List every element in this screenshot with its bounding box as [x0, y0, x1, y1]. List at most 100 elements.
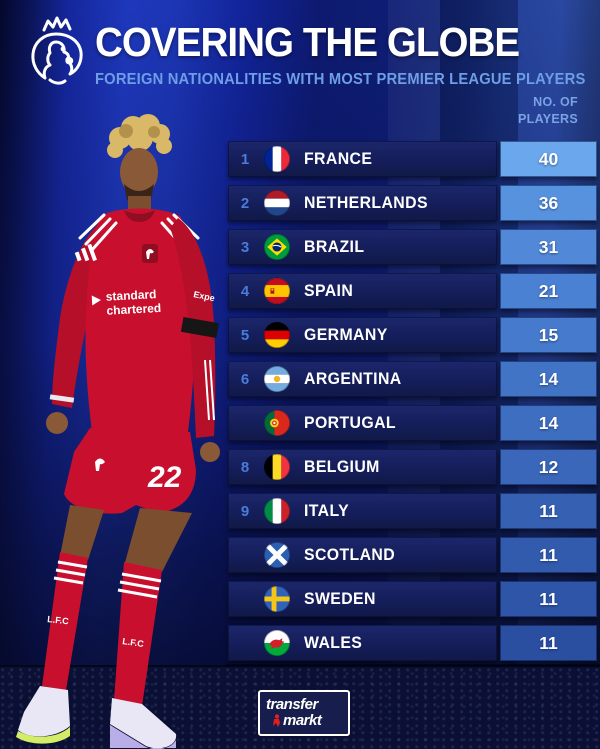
players-count-cell: 11	[500, 581, 597, 617]
table-row: 4 SPAIN 21	[228, 273, 597, 309]
nationality-ranking-table: 1 FRANCE 40 2 NETHERLANDS 36 3 BRAZIL 31 4 SPAIN 21…	[228, 141, 597, 669]
shorts-number: 22	[147, 461, 182, 494]
country-cell: 4 SPAIN	[228, 273, 497, 309]
transfermarkt-player-icon	[273, 714, 280, 727]
player-face	[120, 148, 158, 196]
country-label: BRAZIL	[304, 237, 365, 256]
premier-league-lion-icon	[31, 16, 83, 85]
transfermarkt-logo-line2: markt	[283, 712, 322, 729]
rank-label: 3	[240, 238, 250, 256]
players-count-cell: 12	[500, 449, 597, 485]
rank-label: 9	[240, 502, 250, 520]
wales-flag-icon	[264, 630, 290, 656]
country-label: SCOTLAND	[304, 545, 396, 564]
players-count-cell: 11	[500, 493, 597, 529]
italy-flag-icon	[264, 498, 290, 524]
rank-label: 1	[240, 150, 250, 168]
brazil-flag-icon	[264, 234, 290, 260]
country-label: PORTUGAL	[304, 413, 396, 432]
transfermarkt-logo-line1: transfer	[266, 696, 318, 714]
players-column-header-line2: PLAYERS	[518, 111, 578, 126]
country-label: ITALY	[304, 501, 350, 520]
country-cell: SCOTLAND	[228, 537, 497, 573]
country-label: ARGENTINA	[304, 369, 402, 388]
germany-flag-icon	[264, 322, 290, 348]
left-thigh	[60, 505, 104, 560]
country-label: NETHERLANDS	[304, 193, 428, 212]
sleeve-sponsor-text: Expe	[193, 289, 216, 303]
player-beard	[124, 184, 154, 205]
players-count-cell: 11	[500, 625, 597, 661]
adidas-logo	[74, 243, 97, 262]
shorts-crest	[95, 458, 105, 471]
header: COVERING THE GLOBE FOREIGN NATIONALITIES…	[95, 19, 595, 89]
table-row: 3 BRAZIL 31	[228, 229, 597, 265]
country-label: SWEDEN	[304, 589, 376, 608]
table-row: 6 ARGENTINA 14	[228, 361, 597, 397]
country-label: WALES	[304, 633, 363, 652]
players-column-header: NO. OF PLAYERS	[518, 94, 578, 128]
belgium-flag-icon	[264, 454, 290, 480]
table-row: 9 ITALY 11	[228, 493, 597, 529]
player-neck	[128, 196, 151, 216]
player-shirt	[85, 208, 197, 432]
country-label: SPAIN	[304, 281, 354, 300]
scotland-flag-icon	[264, 542, 290, 568]
country-label: GERMANY	[304, 325, 388, 344]
france-flag-icon	[264, 146, 290, 172]
left-sock-text: L.F.C	[47, 614, 70, 626]
rank-label: 4	[240, 282, 250, 300]
country-cell: 6 ARGENTINA	[228, 361, 497, 397]
country-cell: SWEDEN	[228, 581, 497, 617]
players-count-cell: 36	[500, 185, 597, 221]
players-column-header-line1: NO. OF	[533, 95, 578, 109]
table-row: SWEDEN 11	[228, 581, 597, 617]
player-hair	[107, 114, 172, 158]
transfermarkt-logo: transfer markt	[258, 690, 350, 736]
sweden-flag-icon	[264, 586, 290, 612]
players-count-cell: 11	[500, 537, 597, 573]
country-cell: PORTUGAL	[228, 405, 497, 441]
liverpool-crest	[142, 244, 158, 263]
players-count-cell: 21	[500, 273, 597, 309]
rank-label: 5	[240, 326, 250, 344]
captain-armband	[180, 316, 219, 339]
country-cell: 3 BRAZIL	[228, 229, 497, 265]
sponsor-line-2: chartered	[106, 301, 161, 318]
rank-label: 6	[240, 370, 250, 388]
right-sock-stripes	[117, 572, 162, 599]
argentina-flag-icon	[264, 366, 290, 392]
player-shorts	[64, 428, 196, 514]
spain-flag-icon	[264, 278, 290, 304]
player-right-hand	[200, 442, 220, 462]
rank-label: 8	[240, 458, 250, 476]
country-cell: 5 GERMANY	[228, 317, 497, 353]
table-row: 5 GERMANY 15	[228, 317, 597, 353]
netherlands-flag-icon	[264, 190, 290, 216]
country-cell: 2 NETHERLANDS	[228, 185, 497, 221]
forearm-stripes	[204, 359, 215, 421]
shirt-sponsor: standard chartered	[90, 287, 162, 318]
table-row: 2 NETHERLANDS 36	[228, 185, 597, 221]
right-sock-text: L.F.C	[122, 636, 145, 649]
player-collar	[124, 210, 155, 222]
page-title: COVERING THE GLOBE	[95, 19, 520, 65]
rank-label: 2	[240, 194, 250, 212]
players-count-cell: 15	[500, 317, 597, 353]
country-cell: WALES	[228, 625, 497, 661]
country-label: FRANCE	[304, 149, 373, 168]
sponsor-line-1: standard	[105, 287, 156, 304]
table-row: SCOTLAND 11	[228, 537, 597, 573]
country-cell: 9 ITALY	[228, 493, 497, 529]
left-sock-stripes	[53, 560, 88, 585]
players-count-cell: 14	[500, 405, 597, 441]
table-row: 8 BELGIUM 12	[228, 449, 597, 485]
table-row: 1 FRANCE 40	[228, 141, 597, 177]
table-bottom-shadow	[226, 664, 600, 667]
player-left-sleeve	[52, 222, 112, 408]
players-count-cell: 40	[500, 141, 597, 177]
players-count-cell: 31	[500, 229, 597, 265]
country-label: BELGIUM	[304, 457, 380, 476]
page-subtitle: FOREIGN NATIONALITIES WITH MOST PREMIER …	[95, 71, 586, 89]
